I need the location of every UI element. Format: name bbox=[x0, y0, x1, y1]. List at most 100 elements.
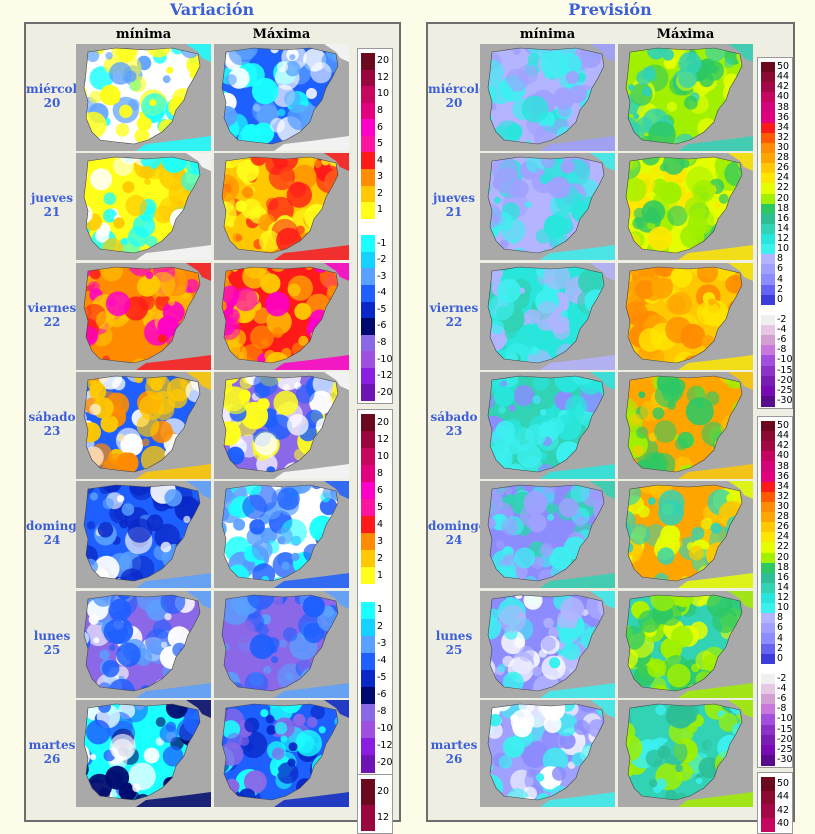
legend-swatch bbox=[361, 635, 375, 654]
legend-label: -4 bbox=[777, 324, 787, 336]
prevision-map-max[interactable] bbox=[618, 262, 753, 370]
prevision-map-max[interactable] bbox=[618, 481, 753, 589]
legend-swatch bbox=[361, 318, 375, 336]
legend-swatch bbox=[761, 491, 775, 503]
legend-swatch bbox=[761, 72, 775, 84]
legend-label: 26 bbox=[777, 521, 790, 533]
legend-label: 28 bbox=[777, 152, 790, 164]
legend-swatch bbox=[361, 686, 375, 705]
prevision-legend: 50 44 42 40 38 36 34 32 30 28 26 24 22 20 18 16 14 12 10 8 6… bbox=[757, 57, 793, 409]
legend-label: 10 bbox=[377, 450, 390, 462]
day-number: 22 bbox=[43, 314, 61, 329]
legend-swatch bbox=[761, 663, 775, 675]
prevision-map-min[interactable] bbox=[480, 699, 615, 807]
legend-swatch bbox=[761, 804, 775, 818]
legend-label: -10 bbox=[777, 713, 793, 725]
legend-label: 18 bbox=[777, 561, 790, 573]
day-name: lunes bbox=[33, 628, 71, 643]
prevision-map-max[interactable] bbox=[618, 153, 753, 261]
legend-swatch bbox=[361, 737, 375, 756]
variacion-map-min[interactable] bbox=[76, 153, 211, 261]
legend-label: 6 bbox=[777, 622, 784, 634]
prevision-map-min[interactable] bbox=[480, 262, 615, 370]
variacion-day-label: martes 26 bbox=[26, 738, 78, 766]
legend-swatch bbox=[361, 69, 375, 87]
legend-label: 40 bbox=[777, 91, 790, 103]
variacion-col-min: mínima bbox=[115, 27, 172, 42]
legend-label: -10 bbox=[777, 354, 793, 366]
prevision-map-min[interactable] bbox=[480, 590, 615, 698]
variacion-day-label: lunes 25 bbox=[26, 629, 78, 657]
legend-swatch bbox=[761, 304, 775, 316]
legend-swatch bbox=[761, 395, 775, 407]
day-name: sábado bbox=[430, 409, 478, 424]
legend-swatch bbox=[761, 777, 775, 791]
legend-label: -30 bbox=[777, 394, 793, 406]
legend-swatch bbox=[761, 633, 775, 645]
legend-swatch bbox=[761, 375, 775, 387]
variacion-day-label: jueves 21 bbox=[26, 191, 78, 219]
prevision-map-min[interactable] bbox=[480, 153, 615, 261]
prevision-title: Previsión bbox=[568, 0, 652, 19]
legend-label: 2 bbox=[377, 187, 384, 199]
legend-swatch bbox=[761, 62, 775, 73]
legend-label: 3 bbox=[377, 171, 384, 183]
legend-label: 12 bbox=[777, 592, 790, 604]
legend-swatch bbox=[361, 152, 375, 170]
legend-label: 22 bbox=[777, 541, 790, 553]
prevision-map-max[interactable] bbox=[618, 44, 753, 151]
legend-label: -20 bbox=[777, 374, 793, 386]
prevision-day-label: sábado 23 bbox=[428, 410, 480, 438]
prevision-map-max[interactable] bbox=[618, 371, 753, 479]
legend-swatch bbox=[761, 542, 775, 554]
legend-swatch bbox=[361, 516, 375, 535]
day-number: 25 bbox=[43, 642, 61, 657]
legend-label: 50 bbox=[777, 777, 790, 789]
variacion-map-max[interactable] bbox=[214, 44, 349, 151]
prevision-col-max: Máxima bbox=[656, 27, 715, 42]
legend-swatch bbox=[761, 355, 775, 367]
prevision-map-max[interactable] bbox=[618, 699, 753, 807]
legend-swatch bbox=[361, 86, 375, 104]
variacion-map-min[interactable] bbox=[76, 371, 211, 479]
legend-label: 6 bbox=[377, 121, 384, 133]
prevision-day-label: lunes 25 bbox=[428, 629, 480, 657]
variacion-map-max[interactable] bbox=[214, 262, 349, 370]
legend-label: 38 bbox=[777, 101, 790, 113]
legend-label: 8 bbox=[777, 253, 784, 265]
prevision-map-min[interactable] bbox=[480, 371, 615, 479]
variacion-map-max[interactable] bbox=[214, 590, 349, 698]
variacion-map-max[interactable] bbox=[214, 481, 349, 589]
legend-label: 8 bbox=[377, 467, 384, 479]
prevision-day-label: viernes 22 bbox=[428, 301, 480, 329]
legend-swatch bbox=[761, 572, 775, 584]
legend-label: -4 bbox=[777, 683, 787, 695]
variacion-map-min[interactable] bbox=[76, 44, 211, 151]
prevision-map-min[interactable] bbox=[480, 44, 615, 151]
variacion-map-min[interactable] bbox=[76, 590, 211, 698]
legend-swatch bbox=[361, 285, 375, 302]
legend-swatch bbox=[361, 218, 375, 236]
day-name: viernes bbox=[429, 300, 479, 315]
prevision-map-max[interactable] bbox=[618, 590, 753, 698]
prevision-panel: mínima Máxima miércoles 20 jueves 21 viernes… bbox=[426, 22, 795, 834]
legend-label: -25 bbox=[777, 384, 793, 396]
variacion-map-min[interactable] bbox=[76, 699, 211, 807]
prevision-b-legend: 50 44 42 40 38 36 34 32 30 28 26 24 22 20 18 16 14 12 10 8 6… bbox=[757, 416, 793, 768]
legend-label: 6 bbox=[377, 484, 384, 496]
legend-swatch bbox=[761, 817, 775, 832]
legend-swatch bbox=[361, 601, 375, 620]
legend-label: 28 bbox=[777, 511, 790, 523]
legend-label: -5 bbox=[377, 303, 387, 315]
legend-label: -10 bbox=[377, 353, 393, 365]
legend-label: 5 bbox=[377, 138, 384, 150]
variacion-map-max[interactable] bbox=[214, 153, 349, 261]
variacion-map-max[interactable] bbox=[214, 699, 349, 807]
variacion-map-min[interactable] bbox=[76, 481, 211, 589]
variacion-map-min[interactable] bbox=[76, 262, 211, 370]
legend-swatch bbox=[761, 684, 775, 696]
prevision-map-min[interactable] bbox=[480, 481, 615, 589]
legend-swatch bbox=[761, 234, 775, 245]
legend-swatch bbox=[761, 471, 775, 483]
variacion-map-max[interactable] bbox=[214, 371, 349, 479]
